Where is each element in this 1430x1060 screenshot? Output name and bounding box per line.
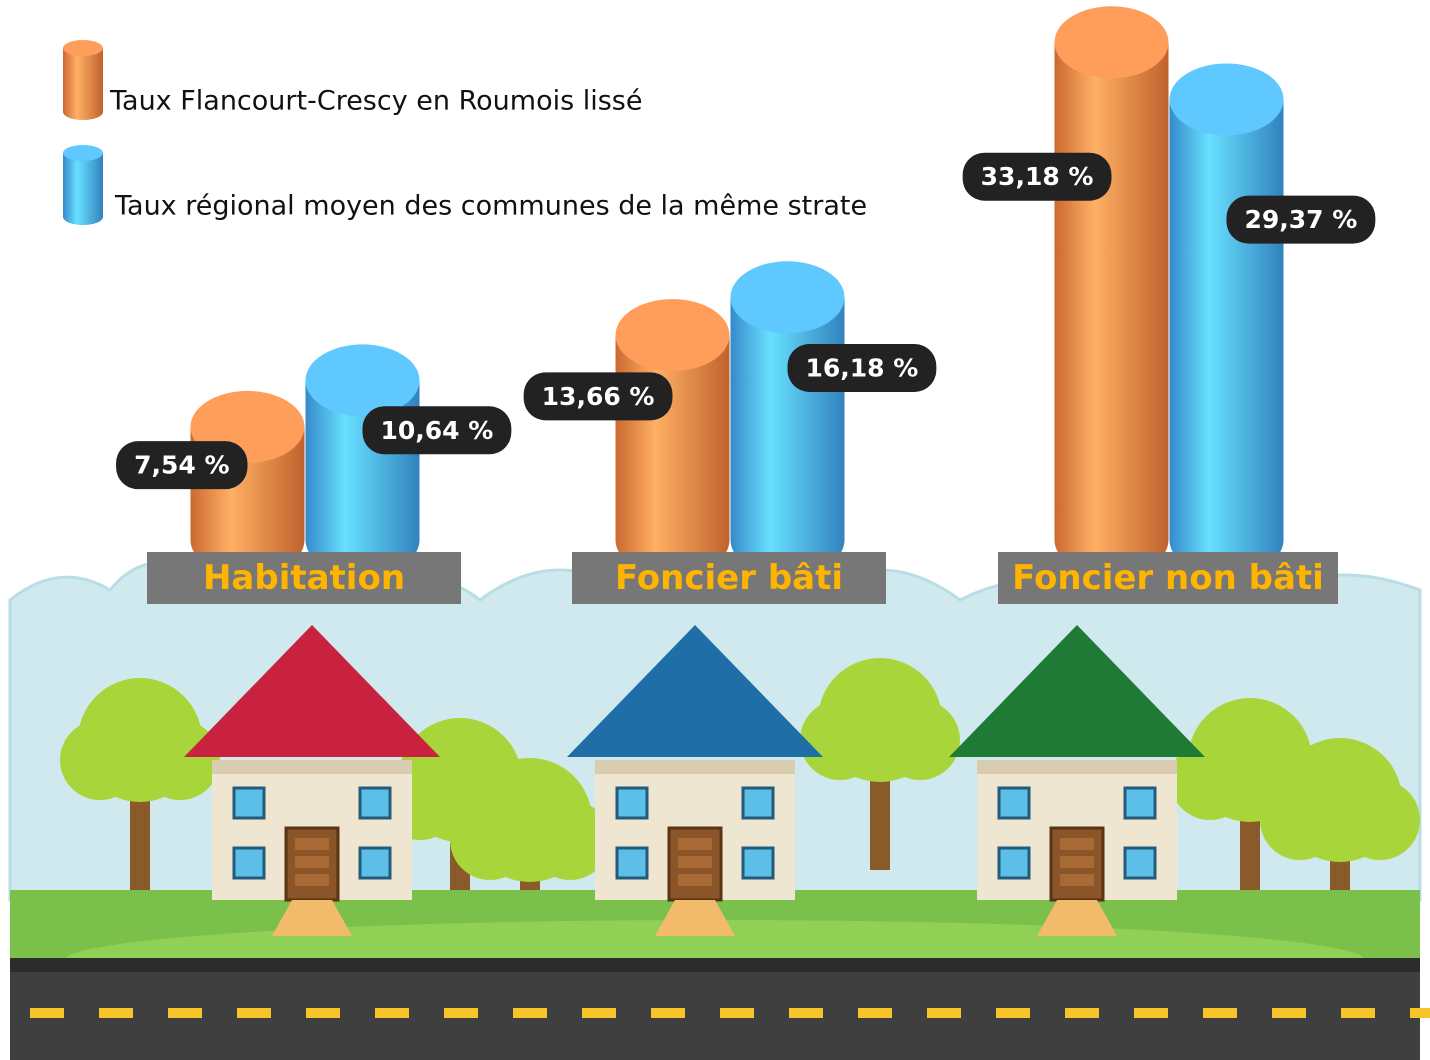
road-dash <box>444 1008 478 1018</box>
road-dash <box>1410 1008 1430 1018</box>
cylinder-body <box>730 297 845 540</box>
category-label: Foncier bâti <box>615 558 843 598</box>
value-label: 10,64 % <box>381 416 494 445</box>
cylinder <box>1169 63 1284 576</box>
value-pill <box>962 152 1112 201</box>
value-label: 33,18 % <box>981 162 1094 191</box>
road-dash <box>513 1008 547 1018</box>
road-dash <box>1203 1008 1237 1018</box>
cylinder <box>615 299 730 576</box>
cylinder-body <box>63 48 103 112</box>
road-dash <box>30 1008 64 1018</box>
road-dash <box>1341 1008 1375 1018</box>
category-box <box>147 552 461 604</box>
road-dash <box>168 1008 202 1018</box>
category-label: Habitation <box>203 558 405 598</box>
cylinder <box>1054 6 1169 576</box>
cylinder-top <box>730 261 845 334</box>
legend-text: Taux Flancourt-Crescy en Roumois lissé <box>109 86 643 117</box>
cylinder-body <box>1054 42 1169 541</box>
category-box <box>998 552 1338 604</box>
cylinder <box>305 344 420 576</box>
legend-item: Taux régional moyen des communes de la m… <box>63 145 867 225</box>
value-pill <box>116 441 248 490</box>
cylinder-top <box>63 40 103 56</box>
category-label: Foncier non bâti <box>1012 558 1324 598</box>
road-dash <box>237 1008 271 1018</box>
road-dash <box>1134 1008 1168 1018</box>
road-dash <box>789 1008 823 1018</box>
road-dash <box>927 1008 961 1018</box>
value-pill <box>523 372 673 421</box>
value-pill <box>787 343 937 392</box>
cylinder-body <box>63 153 103 217</box>
road-dash <box>1272 1008 1306 1018</box>
road-dash <box>720 1008 754 1018</box>
value-label: 16,18 % <box>806 353 919 382</box>
road-dash <box>306 1008 340 1018</box>
cylinder-body <box>1169 99 1284 540</box>
background <box>8 470 1430 1060</box>
legend-item: Taux Flancourt-Crescy en Roumois lissé <box>63 40 643 120</box>
road-dash <box>996 1008 1030 1018</box>
value-label: 29,37 % <box>1245 205 1358 234</box>
road-dash <box>1065 1008 1099 1018</box>
road-dash <box>582 1008 616 1018</box>
road-dash <box>858 1008 892 1018</box>
cylinder-top <box>63 145 103 161</box>
value-label: 7,54 % <box>134 451 229 480</box>
road-dash <box>99 1008 133 1018</box>
category-box <box>572 552 886 604</box>
value-label: 13,66 % <box>542 382 655 411</box>
cylinder-top <box>615 299 730 372</box>
value-pill <box>362 406 512 455</box>
road-dash <box>651 1008 685 1018</box>
cylinder-top <box>305 344 420 417</box>
value-pill <box>1226 195 1376 244</box>
cylinder-top <box>1054 6 1169 79</box>
road-dash <box>375 1008 409 1018</box>
cylinder-top <box>1169 63 1284 136</box>
cylinder <box>730 261 845 576</box>
legend-text: Taux régional moyen des communes de la m… <box>114 191 867 222</box>
